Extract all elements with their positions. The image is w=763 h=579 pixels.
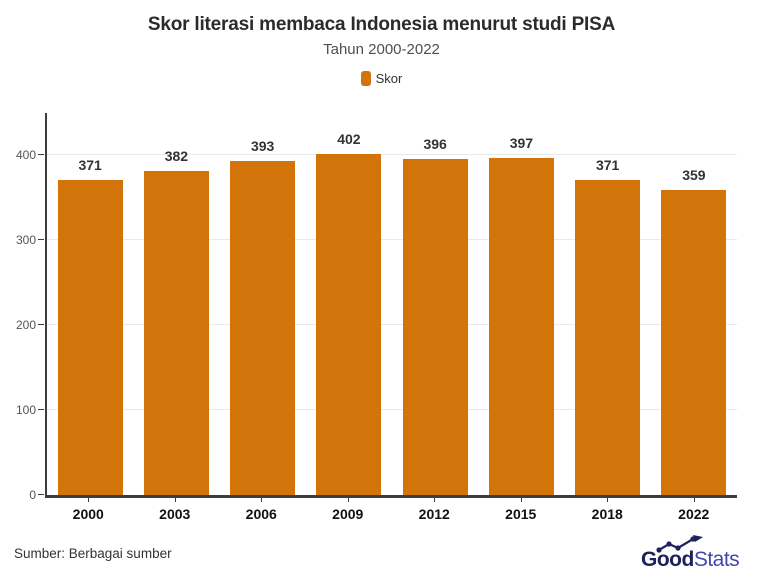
bar-value-2015: 397 [509, 135, 534, 151]
y-tick-label-400: 400 [15, 148, 36, 163]
bar-2006 [230, 161, 296, 495]
x-label-2018: 2018 [564, 496, 651, 526]
plot-area: 0 100 200 300 400 371 382 393 402 396 397 371 359 [16, 113, 737, 502]
legend: Skor [0, 71, 763, 86]
y-tick-mark-400 [38, 154, 44, 156]
logo-text: GoodStats [641, 548, 740, 572]
bar-value-2009: 402 [337, 130, 361, 147]
logo-text-good: Good [641, 548, 694, 571]
x-label-2006: 2006 [218, 496, 305, 526]
x-tick-mark-2003 [174, 496, 176, 502]
bar-value-2012: 396 [423, 135, 447, 152]
bar-value-2022: 359 [682, 167, 706, 184]
x-tick-mark-2022 [693, 496, 695, 502]
gridline-200 [47, 324, 737, 326]
chart-title: Skor literasi membaca Indonesia menurut … [147, 14, 616, 35]
x-label-text-2015: 2015 [505, 506, 537, 522]
bar-value-2006: 393 [250, 138, 275, 155]
x-label-text-2000: 2000 [72, 506, 104, 522]
x-tick-mark-2012 [434, 496, 436, 502]
y-tick-label-300: 300 [15, 233, 36, 248]
bar-2003 [143, 170, 209, 495]
logo-sparkline-icon [656, 535, 703, 553]
x-label-2022: 2022 [651, 496, 738, 526]
x-label-2003: 2003 [132, 496, 219, 526]
bar-slot-2018: 371 [565, 113, 651, 495]
y-tick-mark-300 [38, 239, 44, 241]
x-label-text-2009: 2009 [332, 506, 364, 522]
logo-text-stats: Stats [693, 548, 740, 571]
bar-2022 [661, 190, 727, 495]
bar-slot-2003: 382 [133, 113, 219, 495]
x-tick-mark-2009 [347, 496, 349, 502]
gridline-100 [47, 409, 737, 411]
bar-2009 [316, 153, 382, 495]
x-label-text-2006: 2006 [245, 506, 277, 522]
x-label-2000: 2000 [45, 496, 132, 526]
x-tick-mark-2000 [88, 496, 90, 502]
x-label-text-2022: 2022 [678, 506, 710, 522]
bar-2012 [402, 158, 468, 495]
x-tick-mark-2018 [607, 496, 609, 502]
legend-label: Skor [375, 71, 403, 86]
bar-2018 [575, 180, 641, 495]
x-label-text-2018: 2018 [591, 506, 623, 522]
y-tick-mark-0 [38, 494, 44, 495]
bar-value-2000: 371 [78, 157, 102, 174]
y-tick-mark-200 [38, 324, 44, 326]
x-label-2009: 2009 [305, 496, 392, 526]
x-label-text-2012: 2012 [418, 506, 450, 522]
x-tick-mark-2015 [520, 496, 522, 502]
y-tick-label-200: 200 [15, 318, 36, 333]
bar-slot-2006: 393 [220, 113, 306, 495]
bars-group: 371 382 393 402 396 397 371 359 [47, 113, 737, 495]
chart-subtitle: Tahun 2000-2022 [323, 41, 440, 58]
bar-slot-2022: 359 [651, 113, 737, 495]
goodstats-logo: GoodStats [641, 534, 753, 574]
y-tick-mark-100 [38, 409, 44, 411]
bar-2015 [488, 158, 554, 495]
gridline-400 [47, 154, 737, 156]
x-tick-mark-2006 [261, 496, 263, 502]
legend-swatch-icon [360, 71, 371, 86]
source-note: Sumber: Berbagai sumber [14, 546, 172, 561]
bar-slot-2000: 371 [47, 113, 133, 495]
x-label-2015: 2015 [478, 496, 565, 526]
y-tick-label-0: 0 [29, 488, 36, 502]
bar-slot-2012: 396 [392, 113, 478, 495]
x-label-2012: 2012 [391, 496, 478, 526]
x-axis-labels: 2000 2003 2006 2009 2012 2015 2018 2022 [45, 496, 738, 526]
bar-value-2018: 371 [595, 157, 620, 174]
y-tick-label-100: 100 [15, 403, 36, 418]
bar-value-2003: 382 [164, 147, 189, 164]
bar-slot-2009: 402 [306, 113, 392, 495]
bar-2000 [57, 180, 123, 495]
bar-slot-2015: 397 [478, 113, 564, 495]
gridline-300 [47, 239, 737, 241]
x-label-text-2003: 2003 [159, 506, 191, 522]
